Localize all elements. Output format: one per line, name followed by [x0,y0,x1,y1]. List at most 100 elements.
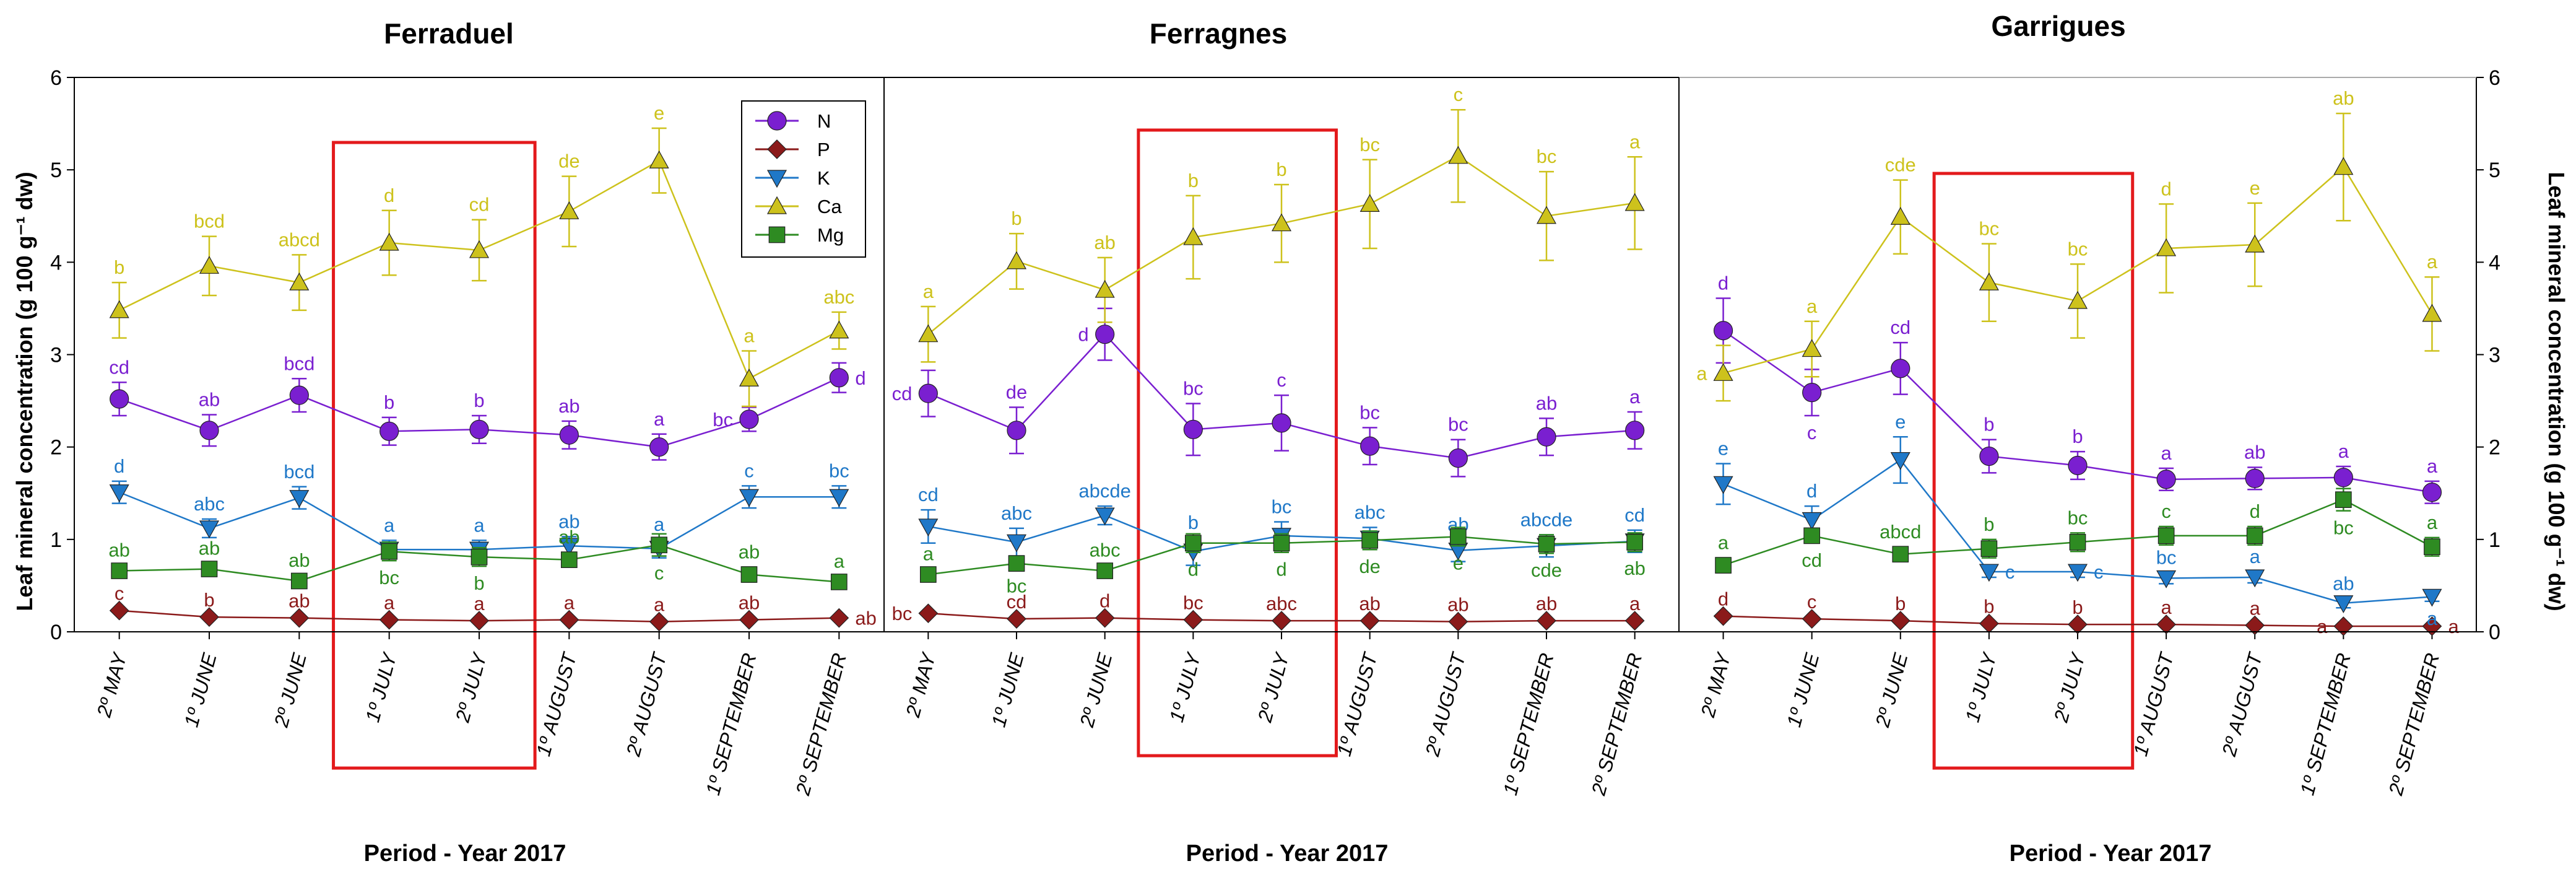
significance-label: b [1895,593,1906,614]
significance-label: a [2427,608,2438,629]
data-point [2156,470,2176,489]
significance-label: bc [1360,401,1380,423]
data-point [1448,146,1468,164]
significance-label: c [1277,369,1286,391]
significance-label: a [1629,593,1641,614]
data-point [1713,363,1733,381]
data-point [1536,206,1557,224]
data-point [649,151,669,168]
significance-label: c [654,562,664,584]
significance-label: bc [2068,507,2088,528]
significance-label: ab [2333,87,2354,109]
y-tick-label: 5 [2489,159,2500,182]
significance-label: bc [1360,134,1380,155]
significance-label: ab [199,388,220,410]
panel-title-ferraduel: Ferraduel [384,17,514,50]
series-n: cd de d bc c bc bc ab a [892,307,1645,478]
x-tick-label: 2º MAY [901,649,940,720]
data-point [919,566,937,583]
significance-label: cde [1531,559,1562,581]
panel-garrigues: 2º MAY 1º JUNE 2º JUNE 1º JULY 2º JULY 1º AUG… [1696,87,2459,798]
significance-label: c [1454,84,1464,105]
significance-label: cd [918,484,939,505]
data-point [1183,227,1203,245]
data-point [201,561,218,577]
data-point [559,610,579,630]
significance-label: e [1718,438,1728,460]
data-point [1360,194,1380,212]
y-tick-label: 3 [50,344,62,367]
data-point [1979,272,1999,291]
data-point [2068,455,2088,476]
significance-label: bcd [284,352,314,374]
significance-label: a [384,592,395,614]
data-point [2246,527,2263,544]
significance-label: a [923,281,934,302]
data-point [2156,570,2177,588]
data-point [829,320,849,339]
significance-label: bc [1183,592,1203,614]
data-point [1007,421,1026,440]
data-point [829,608,849,628]
significance-label: a [1806,295,1818,317]
x-tick-label: 2º JUNE [270,650,311,730]
data-point [1713,321,1733,341]
x-tick-label: 2º SEPTEMBER [2384,650,2444,798]
significance-label: a [564,592,575,614]
data-point [649,611,669,632]
x-tick-label: 2º AUGUST [1421,649,1470,759]
significance-label: ab [1536,593,1557,614]
significance-label: b [1984,513,1994,535]
data-point [1802,383,1822,403]
data-point [1007,609,1026,629]
y-tick-label: 1 [50,528,62,552]
significance-label: bc [379,567,399,588]
y-tick-label: 3 [2489,344,2500,367]
significance-label: b [2072,426,2083,447]
data-point [1538,535,1555,553]
significance-label: d [2161,178,2171,199]
y-axis-title-right: Leaf mineral concentration (g 100 g⁻¹ dw… [2544,172,2569,611]
significance-label: bc [1183,378,1203,400]
data-point [649,437,669,457]
significance-label: cde [1885,154,1916,176]
significance-label: a [2427,251,2438,273]
data-point [829,489,849,507]
legend-label-p: P [817,139,830,160]
significance-label: bcd [194,211,225,232]
significance-label: bc [1979,218,2000,240]
data-point [379,232,399,251]
data-point [651,536,668,554]
x-tick-label: 1º JUNE [1782,650,1824,730]
data-point [1979,613,1999,634]
data-point [2422,616,2442,636]
data-point [110,389,129,409]
data-point [1360,436,1380,456]
significance-label: a [1718,532,1729,554]
significance-label: a [1629,386,1641,408]
significance-label: bcd [284,461,314,483]
significance-label: abc [1266,593,1297,614]
legend-label-mg: Mg [817,224,844,246]
data-point [109,300,129,318]
significance-label: b [2072,597,2083,618]
x-axis-title-ferraduel: Period - Year 2017 [364,841,566,867]
data-point [469,240,490,258]
x-axis-title-garrigues: Period - Year 2017 [2010,841,2212,867]
significance-label: abc [194,493,225,515]
data-point [1537,611,1556,631]
data-point [1448,448,1468,468]
data-point [1184,535,1202,552]
x-tick-label: 1º SEPTEMBER [1499,650,1558,797]
significance-label: c [115,583,124,605]
legend-box [741,100,866,258]
significance-label: abc [1355,501,1386,523]
significance-label: d [114,455,124,477]
significance-label: d [1099,590,1110,612]
data-point [830,574,848,590]
x-tick-label: 2º SEPTEMBER [791,650,851,798]
significance-label: ab [199,538,220,559]
